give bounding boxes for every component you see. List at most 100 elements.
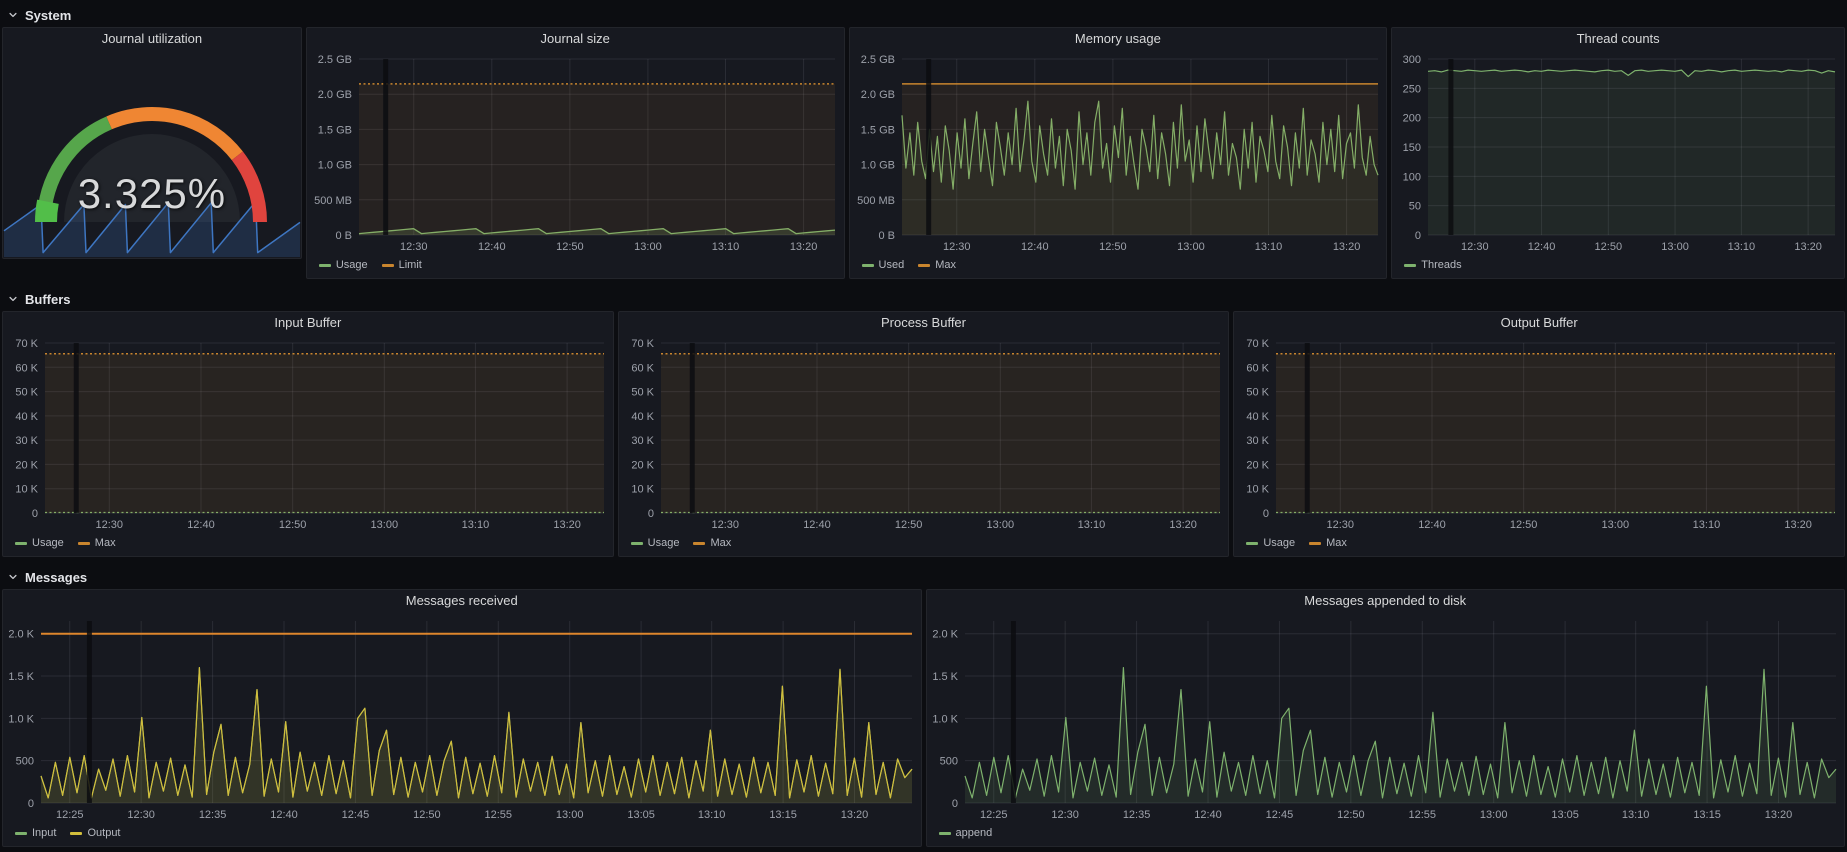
legend-item-max[interactable]: Max xyxy=(918,259,956,271)
legend-item-max[interactable]: Max xyxy=(77,537,116,549)
svg-text:12:30: 12:30 xyxy=(400,241,428,253)
output-buffer-legend: Usage Max xyxy=(1234,533,1844,556)
legend-item-max[interactable]: Max xyxy=(693,537,731,549)
input-buffer-chart[interactable]: 12:30 12:40 12:50 13:00 13:10 13:20 0 10 K 20 K 3… xyxy=(3,334,613,533)
legend-marker xyxy=(1404,263,1417,267)
panel-journal-size: Journal size 12:30 12:40 12:50 13:00 13:10 13… xyxy=(305,27,845,279)
svg-text:2.5 GB: 2.5 GB xyxy=(860,54,894,66)
svg-text:1.0 GB: 1.0 GB xyxy=(860,160,894,172)
svg-text:12:30: 12:30 xyxy=(943,241,971,253)
svg-text:12:30: 12:30 xyxy=(1327,519,1355,531)
svg-text:30 K: 30 K xyxy=(631,435,654,447)
legend-item-usage[interactable]: Usage xyxy=(630,537,680,549)
panel-title-journal-utilization[interactable]: Journal utilization xyxy=(101,31,203,46)
svg-text:13:20: 13:20 xyxy=(1795,241,1823,253)
section-header-system[interactable]: System xyxy=(2,3,1845,27)
svg-text:12:50: 12:50 xyxy=(1510,519,1538,531)
svg-text:1.0 GB: 1.0 GB xyxy=(318,160,352,172)
legend-marker xyxy=(918,263,931,267)
svg-text:1.0 K: 1.0 K xyxy=(932,713,958,725)
process-buffer-legend: Usage Max xyxy=(619,533,1229,556)
panel-title-process-buffer[interactable]: Process Buffer xyxy=(880,315,966,330)
svg-text:1.0 K: 1.0 K xyxy=(8,713,34,725)
journal-utilization-gauge[interactable]: 3.325% xyxy=(3,50,301,258)
svg-text:12:40: 12:40 xyxy=(478,241,506,253)
legend-item-threads[interactable]: Threads xyxy=(1404,259,1462,271)
legend-label: Threads xyxy=(1421,259,1462,271)
svg-text:13:20: 13:20 xyxy=(553,519,581,531)
output-buffer-chart[interactable]: 12:30 12:40 12:50 13:00 13:10 13:20 0 10 K 20 K 3… xyxy=(1234,334,1844,533)
svg-text:12:40: 12:40 xyxy=(1194,809,1222,821)
svg-text:13:10: 13:10 xyxy=(1728,241,1756,253)
section-title-system: System xyxy=(25,7,72,23)
svg-text:13:10: 13:10 xyxy=(1693,519,1721,531)
svg-text:13:05: 13:05 xyxy=(627,809,655,821)
panel-title-output-buffer[interactable]: Output Buffer xyxy=(1500,315,1578,330)
svg-text:12:35: 12:35 xyxy=(199,809,227,821)
section-header-messages[interactable]: Messages xyxy=(2,565,1845,589)
svg-text:13:20: 13:20 xyxy=(841,809,869,821)
legend-item-used[interactable]: Used xyxy=(861,259,904,271)
chevron-down-icon xyxy=(9,12,17,18)
svg-text:12:50: 12:50 xyxy=(1595,241,1623,253)
svg-text:12:30: 12:30 xyxy=(1461,241,1489,253)
legend-marker xyxy=(693,541,706,545)
svg-text:13:10: 13:10 xyxy=(462,519,490,531)
svg-text:12:40: 12:40 xyxy=(1021,241,1049,253)
panel-input-buffer: Input Buffer 12:30 12:40 12:50 13:00 13:10 13… xyxy=(2,311,614,557)
svg-text:0 B: 0 B xyxy=(878,230,895,242)
svg-text:0: 0 xyxy=(32,508,38,520)
legend-item-max[interactable]: Max xyxy=(1309,537,1347,549)
svg-text:12:30: 12:30 xyxy=(96,519,124,531)
svg-text:2.0 GB: 2.0 GB xyxy=(318,89,352,101)
section-header-buffers[interactable]: Buffers xyxy=(2,287,1845,311)
legend-label: Max xyxy=(1326,537,1347,549)
legend-marker xyxy=(70,831,83,835)
legend-item-usage[interactable]: Usage xyxy=(1246,537,1295,549)
legend-item-limit[interactable]: Limit xyxy=(381,259,422,271)
panel-thread-counts: Thread counts 12:30 12:40 12:50 13:00 13:10 1… xyxy=(1391,27,1845,279)
legend-item-usage[interactable]: Usage xyxy=(15,537,64,549)
panel-messages-received: Messages received 12:25 12:30 12:35 12:40 12… xyxy=(2,589,922,847)
panel-title-messages-received[interactable]: Messages received xyxy=(405,593,518,608)
svg-text:200: 200 xyxy=(1403,113,1421,125)
panel-title-memory-usage[interactable]: Memory usage xyxy=(1074,31,1161,46)
legend-item-input[interactable]: Input xyxy=(15,827,56,839)
journal-size-chart[interactable]: 12:30 12:40 12:50 13:00 13:10 13:20 0 B 500 MB 1… xyxy=(307,50,844,255)
process-buffer-chart[interactable]: 12:30 12:40 12:50 13:00 13:10 13:20 0 10 K 20 K 3… xyxy=(619,334,1229,533)
svg-text:0 B: 0 B xyxy=(335,230,352,242)
legend-label: Usage xyxy=(32,537,64,549)
svg-text:12:50: 12:50 xyxy=(1337,809,1365,821)
panel-title-input-buffer[interactable]: Input Buffer xyxy=(274,315,342,330)
svg-text:12:35: 12:35 xyxy=(1122,809,1150,821)
legend-item-append[interactable]: append xyxy=(938,827,992,839)
svg-text:13:00: 13:00 xyxy=(1602,519,1630,531)
svg-text:50 K: 50 K xyxy=(631,387,654,399)
panel-output-buffer: Output Buffer 12:30 12:40 12:50 13:00 13:10 1… xyxy=(1233,311,1845,557)
memory-usage-chart[interactable]: 12:30 12:40 12:50 13:00 13:10 13:20 0 B 500 MB 1… xyxy=(850,50,1387,255)
chevron-down-icon xyxy=(9,574,17,580)
legend-label: Limit xyxy=(398,259,422,271)
svg-text:250: 250 xyxy=(1403,83,1421,95)
thread-counts-chart[interactable]: 12:30 12:40 12:50 13:00 13:10 13:20 0 50 100 150 2… xyxy=(1392,50,1844,255)
svg-text:12:25: 12:25 xyxy=(56,809,84,821)
svg-text:150: 150 xyxy=(1403,142,1421,154)
svg-text:500 MB: 500 MB xyxy=(857,195,895,207)
messages-appended-chart[interactable]: 12:25 12:30 12:35 12:40 12:45 12:50 12:55 13:00… xyxy=(927,612,1845,823)
legend-item-output[interactable]: Output xyxy=(70,827,121,839)
panel-title-thread-counts[interactable]: Thread counts xyxy=(1576,31,1660,46)
panel-title-journal-size[interactable]: Journal size xyxy=(540,31,610,46)
legend-marker xyxy=(630,541,643,545)
svg-text:10 K: 10 K xyxy=(631,484,654,496)
legend-marker xyxy=(1246,541,1259,545)
svg-text:13:10: 13:10 xyxy=(712,241,740,253)
legend-item-usage[interactable]: Usage xyxy=(318,259,368,271)
svg-text:12:45: 12:45 xyxy=(1265,809,1293,821)
messages-received-chart[interactable]: 12:25 12:30 12:35 12:40 12:45 12:50 12:55 13:00… xyxy=(3,612,921,823)
svg-text:13:00: 13:00 xyxy=(1479,809,1507,821)
panel-title-messages-appended[interactable]: Messages appended to disk xyxy=(1304,593,1467,608)
messages-received-legend: Input Output xyxy=(3,823,921,846)
svg-text:13:10: 13:10 xyxy=(1254,241,1282,253)
legend-label: Usage xyxy=(647,537,680,549)
